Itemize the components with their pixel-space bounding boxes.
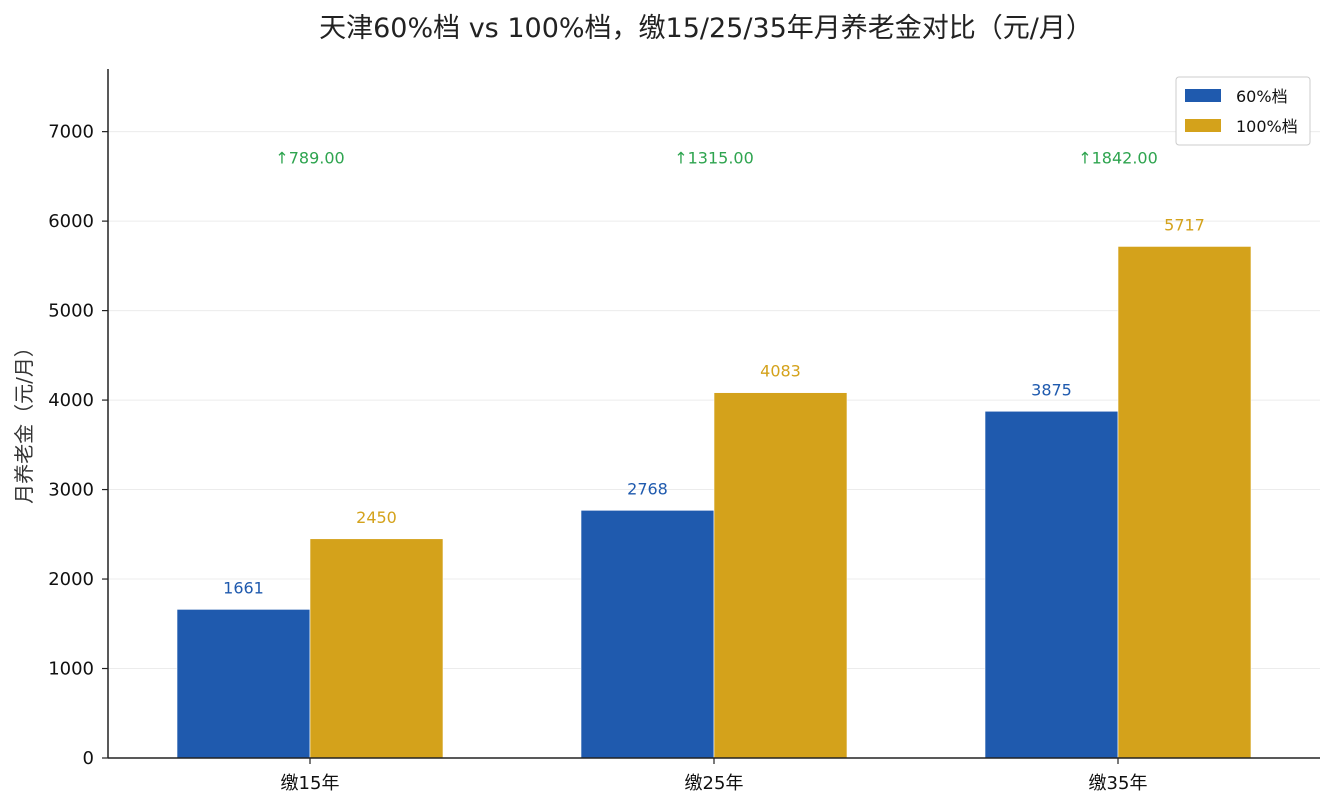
difference-label: ↑1842.00 — [1078, 148, 1158, 167]
x-tick-label: 缴15年 — [281, 773, 340, 794]
value-labels: 1661 2450 2768 4083 3875 5717 — [223, 215, 1205, 597]
difference-labels: ↑789.00 ↑1315.00 ↑1842.00 — [275, 148, 1157, 167]
x-tick-label: 缴25年 — [685, 773, 744, 794]
bar-value-label: 5717 — [1164, 215, 1205, 234]
x-axis-ticks: 缴15年 缴25年 缴35年 — [281, 758, 1148, 794]
legend-label: 60%档 — [1236, 87, 1288, 106]
bar — [580, 510, 715, 759]
y-axis-ticks: 0 1000 2000 3000 4000 5000 6000 7000 — [48, 122, 108, 769]
y-tick-label: 1000 — [48, 659, 94, 680]
bar-value-label: 1661 — [223, 578, 264, 597]
y-tick-label: 5000 — [48, 301, 94, 322]
bar — [309, 538, 444, 759]
bars — [176, 246, 1252, 759]
bar — [984, 410, 1119, 759]
difference-label: ↑789.00 — [275, 148, 344, 167]
bar-value-label: 4083 — [760, 362, 801, 381]
bar — [1117, 246, 1252, 759]
bar — [176, 609, 311, 759]
legend: 60%档 100%档 — [1175, 76, 1311, 146]
legend-label: 100%档 — [1236, 117, 1298, 136]
bar-value-label: 2450 — [356, 508, 397, 527]
bar-value-label: 3875 — [1031, 380, 1072, 399]
y-tick-label: 2000 — [48, 569, 94, 590]
difference-label: ↑1315.00 — [674, 148, 754, 167]
bar-value-label: 2768 — [627, 479, 668, 498]
y-axis-label: 月养老金（元/月） — [12, 337, 36, 504]
y-tick-label: 7000 — [48, 122, 94, 143]
y-tick-label: 6000 — [48, 211, 94, 232]
y-tick-label: 0 — [83, 748, 94, 769]
chart-title: 天津60%档 vs 100%档，缴15/25/35年月养老金对比（元/月） — [319, 13, 1093, 44]
y-tick-label: 3000 — [48, 480, 94, 501]
x-tick-label: 缴35年 — [1089, 773, 1148, 794]
y-tick-label: 4000 — [48, 390, 94, 411]
bar — [713, 392, 848, 759]
legend-swatch — [1185, 119, 1221, 132]
legend-swatch — [1185, 89, 1221, 102]
